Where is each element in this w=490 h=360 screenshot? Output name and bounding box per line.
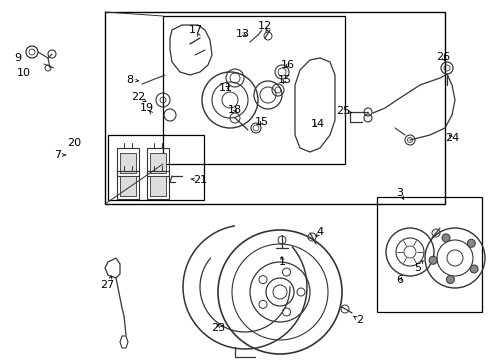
Text: 26: 26 bbox=[436, 52, 450, 62]
Bar bbox=[163, 16, 345, 164]
Text: 16: 16 bbox=[281, 60, 295, 70]
Text: 22: 22 bbox=[131, 92, 145, 102]
Text: 4: 4 bbox=[317, 227, 323, 237]
Circle shape bbox=[470, 265, 478, 273]
Text: 3: 3 bbox=[396, 188, 403, 198]
Text: 21: 21 bbox=[193, 175, 207, 185]
Circle shape bbox=[467, 239, 475, 247]
Text: 8: 8 bbox=[126, 75, 134, 85]
Bar bbox=[105, 12, 445, 204]
Text: 5: 5 bbox=[415, 263, 421, 273]
Text: 20: 20 bbox=[67, 138, 81, 148]
Text: 15: 15 bbox=[255, 117, 269, 127]
Text: 24: 24 bbox=[445, 133, 459, 143]
Text: 1: 1 bbox=[278, 257, 286, 267]
Text: 23: 23 bbox=[211, 323, 225, 333]
Polygon shape bbox=[150, 176, 166, 196]
Text: 17: 17 bbox=[189, 25, 203, 35]
Text: 27: 27 bbox=[100, 280, 114, 290]
Polygon shape bbox=[120, 153, 136, 173]
Text: 11: 11 bbox=[219, 83, 233, 93]
Circle shape bbox=[446, 275, 454, 284]
Polygon shape bbox=[150, 153, 166, 173]
Text: 7: 7 bbox=[54, 150, 62, 160]
Text: 14: 14 bbox=[311, 119, 325, 129]
Text: 9: 9 bbox=[14, 53, 22, 63]
Polygon shape bbox=[120, 176, 136, 196]
Text: 13: 13 bbox=[236, 29, 250, 39]
Bar bbox=[108, 135, 204, 200]
Text: 12: 12 bbox=[258, 21, 272, 31]
Text: 19: 19 bbox=[140, 103, 154, 113]
Text: 10: 10 bbox=[17, 68, 31, 78]
Bar bbox=[377, 197, 482, 312]
Text: 25: 25 bbox=[336, 106, 350, 116]
Text: 2: 2 bbox=[356, 315, 364, 325]
Text: 18: 18 bbox=[228, 105, 242, 115]
Circle shape bbox=[442, 234, 450, 242]
Text: 15: 15 bbox=[278, 75, 292, 85]
Text: 6: 6 bbox=[396, 275, 403, 285]
Circle shape bbox=[429, 256, 437, 264]
